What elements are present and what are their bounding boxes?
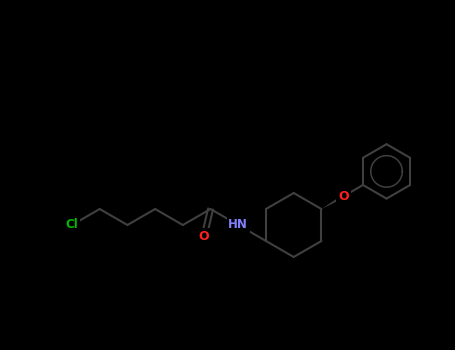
- Text: HN: HN: [228, 218, 248, 231]
- Text: Cl: Cl: [66, 218, 78, 231]
- Text: O: O: [199, 230, 209, 243]
- Text: O: O: [338, 190, 349, 203]
- Polygon shape: [321, 195, 344, 209]
